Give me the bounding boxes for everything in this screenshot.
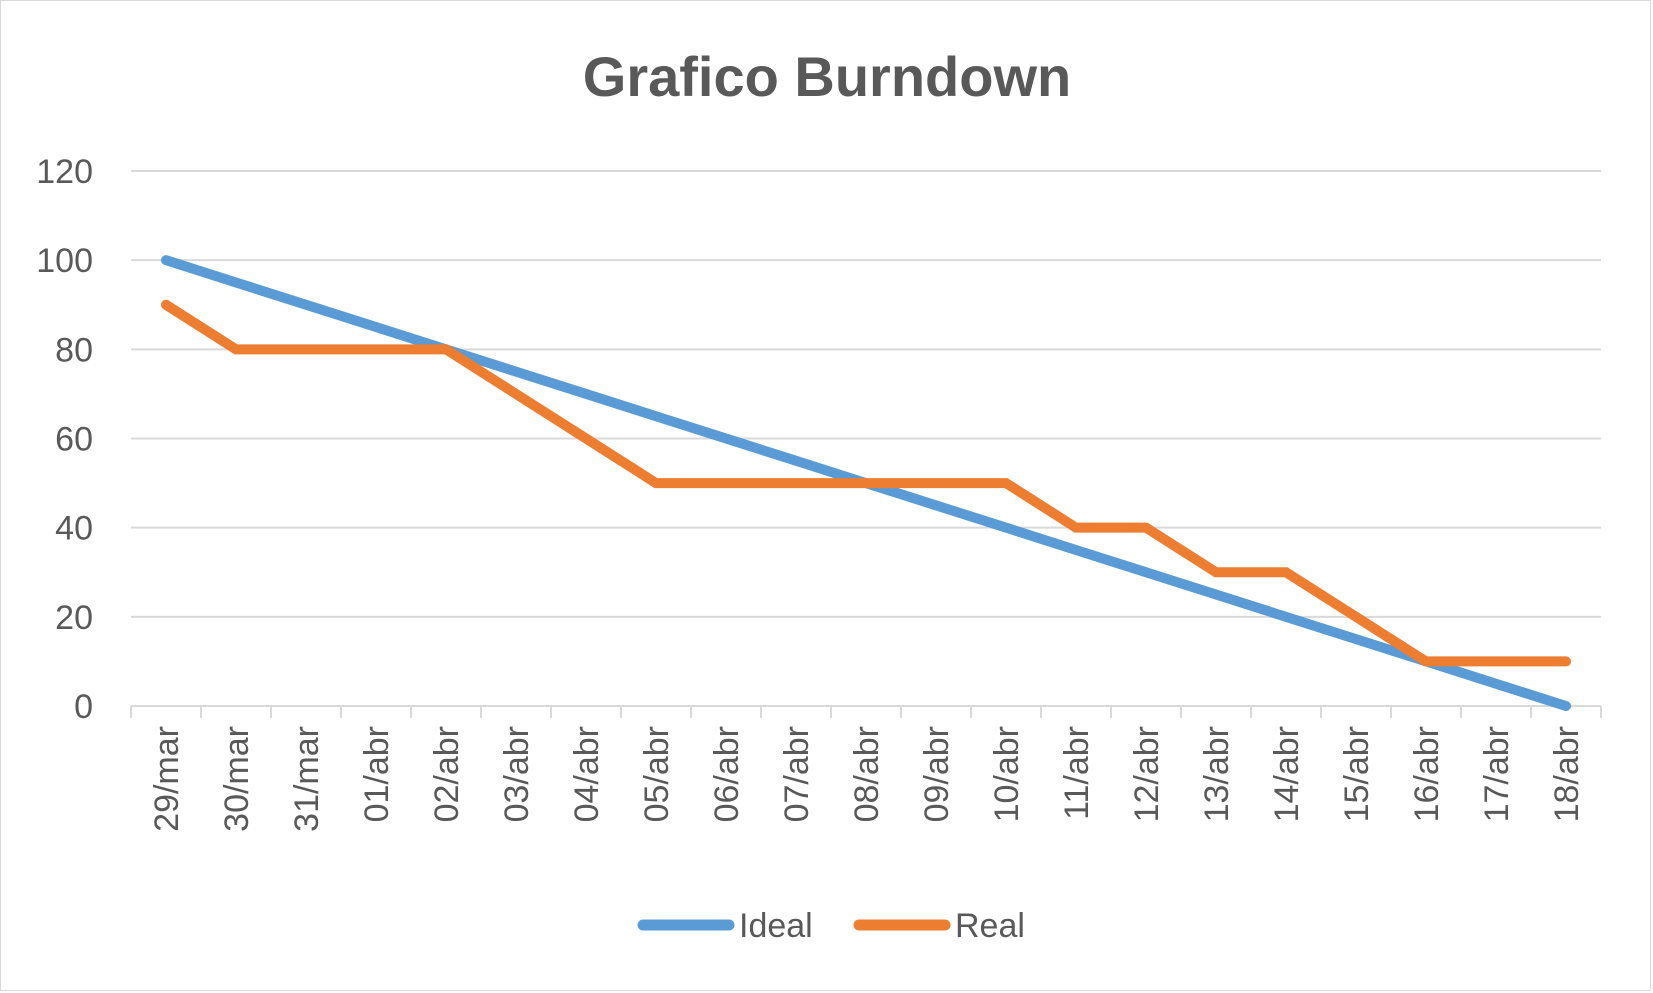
legend-label-ideal: Ideal (739, 907, 813, 945)
x-tick-label: 16/abr (1408, 726, 1446, 822)
x-tick-label: 13/abr (1198, 726, 1236, 822)
y-tick-label: 60 (55, 421, 93, 459)
y-tick-label: 120 (36, 153, 93, 191)
x-tick-label: 02/abr (428, 726, 466, 822)
x-tick-label: 18/abr (1548, 726, 1586, 822)
x-axis: 29/mar 30/mar 31/mar 01/abr 02/abr 03/abr 04/a… (130, 705, 1602, 832)
gridlines (131, 170, 1601, 618)
y-tick-label: 100 (36, 242, 93, 280)
y-tick-label: 80 (55, 331, 93, 369)
x-tick-label: 15/abr (1338, 726, 1376, 822)
x-tick-label: 01/abr (358, 726, 396, 822)
y-tick-label: 20 (55, 599, 93, 637)
x-tick-label: 05/abr (638, 726, 676, 822)
x-tick-label: 07/abr (778, 726, 816, 822)
x-tick-label: 06/abr (708, 726, 746, 822)
y-tick-label: 40 (55, 510, 93, 548)
legend-label-real: Real (955, 907, 1025, 945)
x-tick-label: 17/abr (1478, 726, 1516, 822)
y-tick-label: 0 (74, 688, 93, 726)
x-tick-label: 10/abr (988, 726, 1026, 822)
x-tick-label: 09/abr (918, 726, 956, 822)
chart-title: Grafico Burndown (583, 45, 1071, 108)
x-tick-label: 12/abr (1128, 726, 1166, 822)
x-tick-label: 31/mar (288, 726, 326, 832)
x-tick-label: 08/abr (848, 726, 886, 822)
x-tick-label: 30/mar (218, 726, 256, 832)
series-line-real (161, 299, 1571, 667)
x-tick-label: 04/abr (568, 726, 606, 822)
x-tick-label: 03/abr (498, 726, 536, 822)
x-tick-label: 11/abr (1058, 726, 1096, 820)
x-tick-label: 29/mar (148, 726, 186, 832)
series-lines (161, 255, 1571, 711)
y-axis-ticks: 0 20 40 60 80 100 120 (36, 153, 93, 726)
legend: Ideal Real (637, 907, 1025, 945)
x-tick-label: 14/abr (1268, 726, 1306, 822)
